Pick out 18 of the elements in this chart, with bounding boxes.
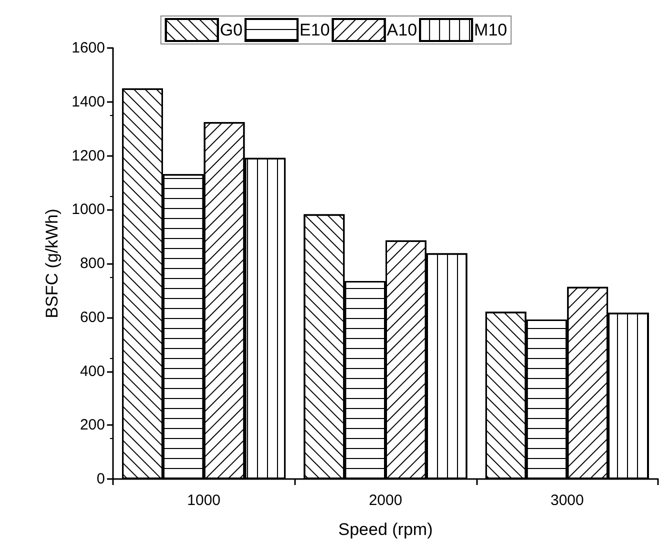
y-tick-label: 1200 <box>72 147 105 164</box>
legend-label: A10 <box>386 20 418 40</box>
y-tick-label: 1000 <box>72 201 105 218</box>
x-tick-label: 1000 <box>187 492 221 509</box>
x-tick-label: 2000 <box>368 492 402 509</box>
legend-label: M10 <box>474 20 508 40</box>
x-tick-label: 3000 <box>550 492 584 509</box>
x-axis-title: Speed (rpm) <box>338 520 433 539</box>
y-tick-label: 400 <box>80 362 105 380</box>
y-tick-label: 1600 <box>72 40 105 56</box>
y-tick-label: 600 <box>80 308 105 326</box>
legend-label: E10 <box>300 20 330 40</box>
y-tick-label: 1400 <box>72 93 105 110</box>
y-tick-label: 200 <box>80 416 105 434</box>
y-axis-title: BSFC (g/kWh) <box>42 208 62 318</box>
legend-label: G0 <box>220 20 243 40</box>
y-tick-label: 800 <box>80 255 105 272</box>
y-tick-label: 0 <box>96 470 105 488</box>
